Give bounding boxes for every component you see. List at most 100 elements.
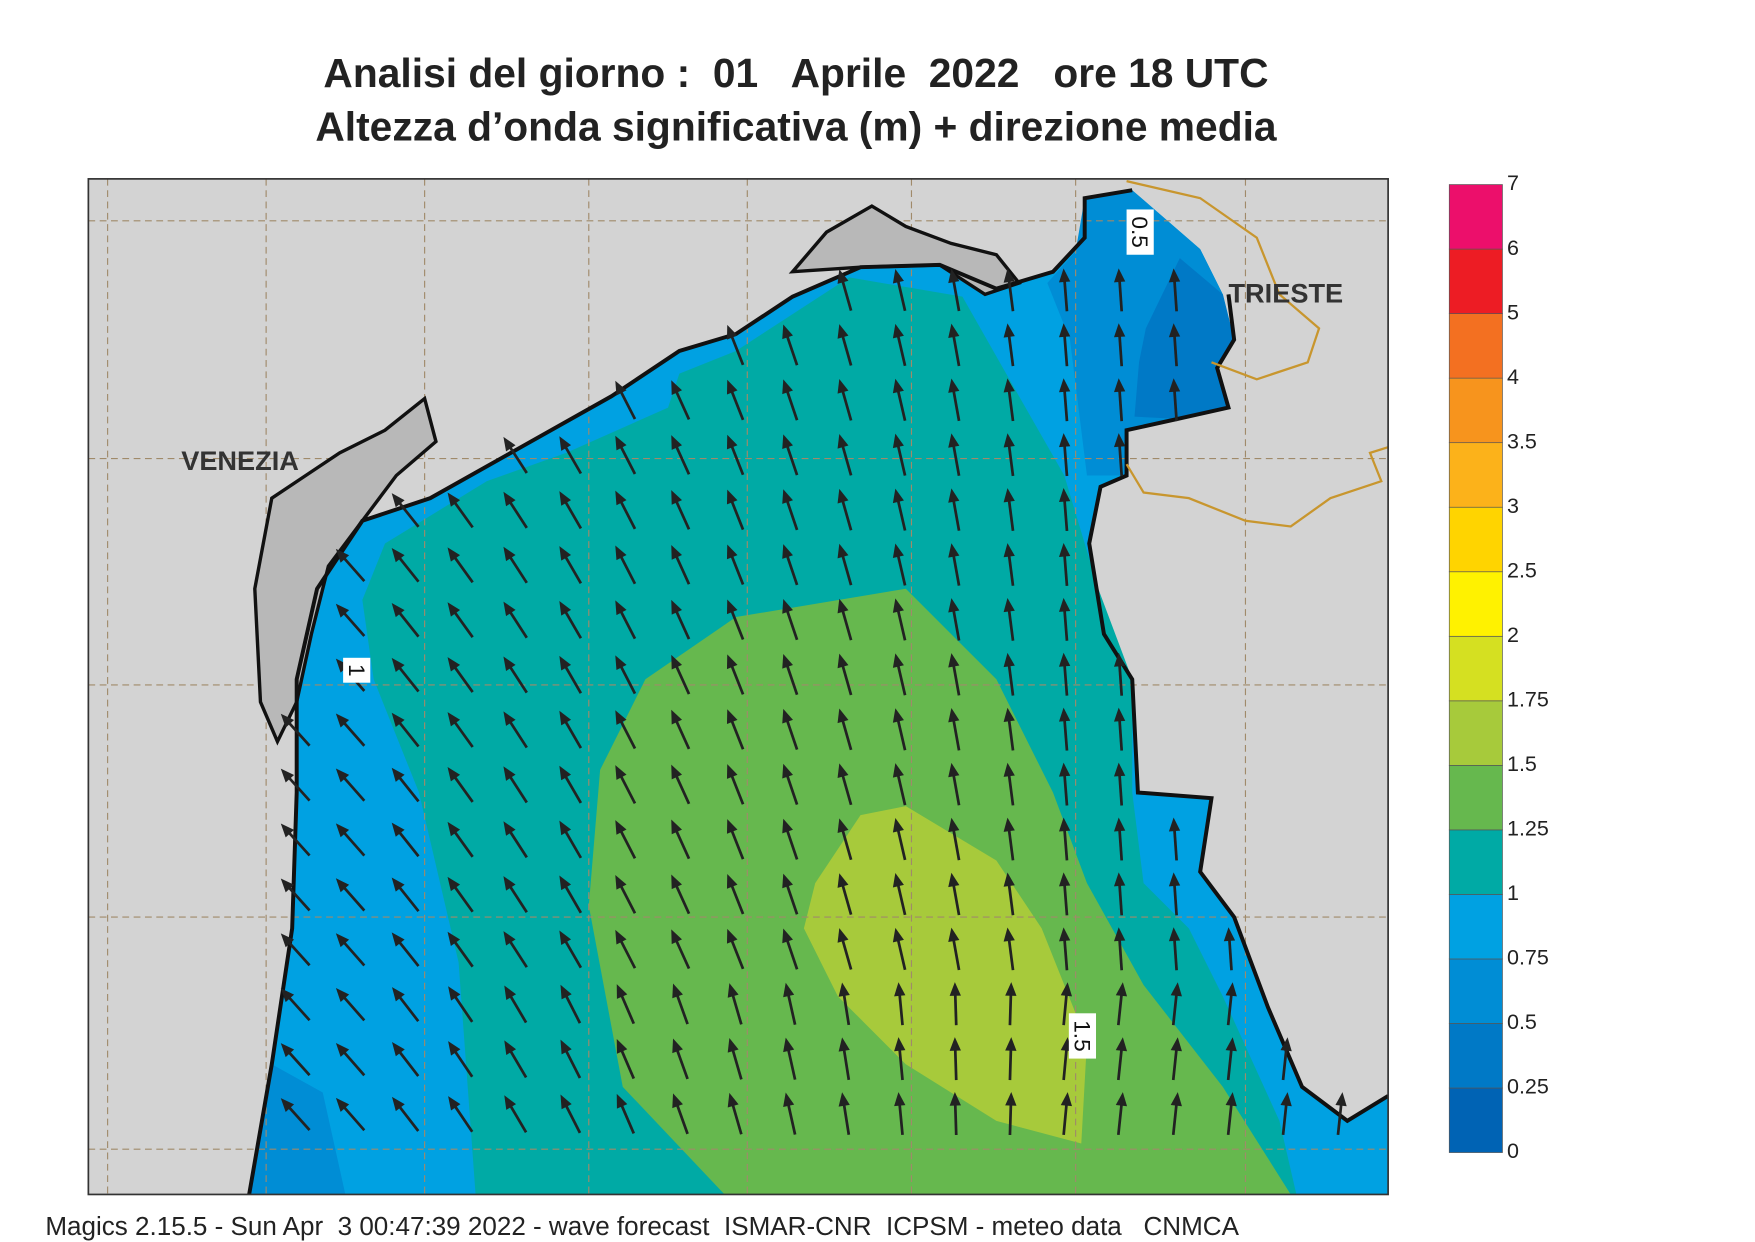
- place-label: VENEZIA: [181, 445, 299, 476]
- colorbar-swatch: [1448, 248, 1503, 314]
- wave-arrow-head: [1280, 1037, 1292, 1052]
- wave-arrow-head: [671, 599, 683, 615]
- wave-arrow-head: [726, 874, 738, 889]
- wave-arrow-head: [1113, 762, 1126, 777]
- colorbar-label: 0: [1507, 1139, 1519, 1163]
- colorbar-label: 3: [1507, 494, 1519, 518]
- map-frame: [87, 178, 1389, 1196]
- wave-arrow-head: [782, 873, 793, 889]
- wave-arrow-head: [615, 490, 627, 506]
- wave-arrow-head: [782, 653, 793, 669]
- colorbar-swatch: [1448, 829, 1503, 895]
- wave-arrow-head: [559, 875, 572, 891]
- wave-arrow-head: [671, 435, 683, 450]
- contour-label-text: 1: [344, 664, 369, 677]
- wave-arrow-head: [1060, 982, 1073, 997]
- wave-arrow-head: [892, 433, 904, 449]
- wave-arrow-head: [615, 435, 627, 451]
- colorbar-label: 1.5: [1507, 752, 1537, 776]
- wave-arrow-head: [837, 873, 849, 888]
- wave-arrow-head: [671, 819, 683, 835]
- colorbar-label: 2.5: [1507, 558, 1537, 582]
- wave-arrow-head: [948, 323, 960, 338]
- wave-arrow-head: [837, 653, 849, 669]
- wave-arrow-head: [503, 601, 516, 617]
- wave-arrow-head: [1113, 817, 1126, 832]
- wave-arrow-head: [615, 380, 627, 396]
- wave-arrow-head: [838, 982, 850, 997]
- wave-arrow-head: [1003, 762, 1015, 777]
- wave-arrow-head: [948, 762, 960, 778]
- wave-arrow-head: [615, 874, 627, 890]
- colorbar-swatch: [1448, 506, 1503, 573]
- wave-arrow-head: [391, 1096, 405, 1112]
- wave-arrow-head: [1058, 378, 1071, 393]
- wave-arrow-head: [391, 1042, 405, 1057]
- wave-arrow-head: [1058, 817, 1071, 832]
- wave-arrow-head: [335, 603, 350, 618]
- colorbar-label: 6: [1507, 236, 1519, 260]
- wave-arrow-head: [892, 708, 904, 723]
- wave-arrow-head: [837, 928, 849, 943]
- sea-0.25-0.5: [1134, 258, 1235, 419]
- sea-0.5-0.75: [249, 190, 1235, 1195]
- wave-arrow-head: [1003, 378, 1015, 393]
- wave-arrow-head: [615, 765, 627, 780]
- wave-arrow-head: [837, 543, 849, 559]
- wave-arrow-head: [1003, 707, 1015, 723]
- title-line-2: Altezza d’onda significativa (m) + direz…: [315, 103, 1277, 149]
- wave-arrow-head: [503, 436, 516, 452]
- wave-arrow-head: [1225, 1037, 1237, 1052]
- wave-arrow-head: [1058, 927, 1071, 942]
- wave-arrow-head: [1003, 488, 1015, 503]
- wave-arrow-head: [1113, 707, 1126, 722]
- wave-arrow-head: [447, 876, 461, 892]
- wave-arrow-head: [615, 710, 627, 725]
- wave-arrow-head: [1003, 323, 1015, 338]
- wave-arrow-head: [1335, 1092, 1347, 1107]
- wave-arrow-head: [1223, 927, 1236, 942]
- wave-arrow-head: [1168, 268, 1181, 283]
- wave-arrow-head: [448, 986, 461, 1001]
- wave-arrow-head: [726, 379, 738, 395]
- colorbar-swatch: [1448, 1023, 1503, 1089]
- wave-arrow-head: [335, 1042, 350, 1057]
- wave-arrow-head: [391, 657, 405, 673]
- wave-arrow-head: [782, 489, 793, 504]
- wave-arrow-head: [1058, 872, 1071, 887]
- wave-arrow-head: [1058, 433, 1071, 448]
- contour-label-text: 1.5: [1069, 1020, 1094, 1051]
- wave-arrow-head: [892, 653, 904, 668]
- contour-label: 0.5: [1126, 209, 1154, 255]
- wave-arrow-head: [892, 543, 904, 559]
- wave-arrow-head: [1005, 1037, 1017, 1051]
- wave-arrow-head: [615, 600, 627, 616]
- wave-arrow-head: [1003, 597, 1015, 613]
- wave-arrow-head: [280, 988, 295, 1003]
- wave-arrow-head: [1058, 597, 1071, 612]
- wave-arrow-head: [837, 379, 849, 394]
- wave-arrow-head: [782, 544, 793, 559]
- wave-arrow-head: [447, 547, 461, 562]
- colorbar-swatch: [1448, 313, 1503, 379]
- wave-arrow-head: [447, 492, 461, 507]
- wave-arrow-head: [1113, 378, 1126, 393]
- wave-arrow-head: [560, 984, 572, 1000]
- wave-arrow-head: [948, 707, 960, 723]
- title-line-1: Analisi del giorno : 01 Aprile 2022 ore …: [323, 50, 1268, 96]
- wave-arrow-head: [559, 820, 572, 836]
- wave-arrow-head: [838, 1037, 850, 1052]
- wave-arrow-head: [559, 655, 572, 671]
- wave-arrow-head: [837, 433, 849, 449]
- wave-arrow-head: [503, 821, 516, 836]
- wave-arrow-head: [949, 1037, 961, 1051]
- wave-arrow-head: [1168, 872, 1181, 887]
- wave-arrow-head: [504, 1095, 517, 1110]
- wave-arrow-head: [894, 1037, 906, 1052]
- wave-arrow-head: [892, 818, 904, 833]
- wave-arrow-head: [280, 933, 295, 948]
- wave-arrow-head: [726, 928, 738, 944]
- wave-arrow-head: [726, 599, 738, 615]
- wave-arrow-head: [391, 602, 405, 618]
- colorbar-swatch: [1448, 894, 1503, 960]
